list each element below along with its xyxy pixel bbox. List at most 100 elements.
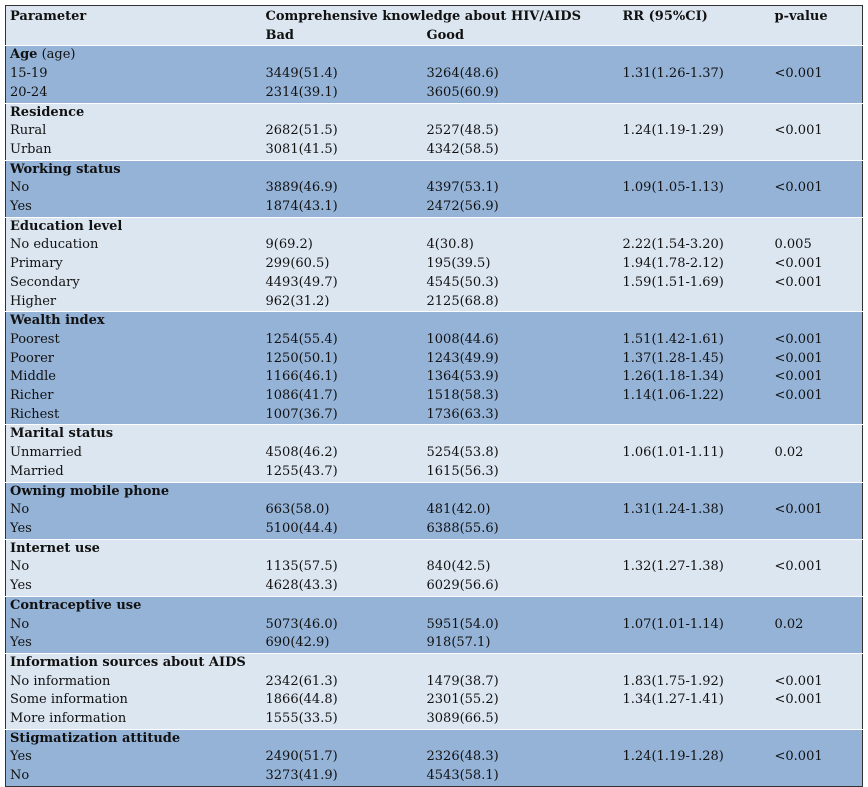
header-parameter: Parameter <box>5 5 262 27</box>
cell-p: <0.001 <box>770 273 863 293</box>
group-title: Information sources about AIDS <box>5 653 262 673</box>
empty-cell <box>618 653 771 673</box>
empty-cell <box>422 729 619 749</box>
table-row: Higher 962(31.2) 2125(68.8) <box>5 292 863 312</box>
cell-bad: 5100(44.4) <box>261 519 423 540</box>
cell-good: 4545(50.3) <box>422 273 619 293</box>
group-title-row: Marital status <box>5 424 863 445</box>
cell-p: 0.02 <box>770 615 863 635</box>
cell-bad: 4628(43.3) <box>261 577 423 597</box>
cell-good: 1243(49.9) <box>422 349 619 369</box>
cell-rr <box>618 634 771 654</box>
cell-rr <box>618 405 771 425</box>
cell-good: 2472(56.9) <box>422 198 619 218</box>
cell-bad: 2342(61.3) <box>261 672 423 692</box>
table-row: Richer 1086(41.7) 1518(58.3) 1.14(1.06-1.22… <box>5 387 863 406</box>
cell-label: Richer <box>5 387 262 406</box>
table-row: Urban 3081(41.5) 4342(58.5) <box>5 140 863 161</box>
cell-bad: 1007(36.7) <box>261 405 423 425</box>
empty-cell <box>422 103 619 123</box>
empty-cell <box>422 160 619 180</box>
group-title-text: Contraceptive use <box>10 597 142 613</box>
table-row: Secondary 4493(49.7) 4545(50.3) 1.59(1.51-1… <box>5 273 863 293</box>
table-row: Yes 5100(44.4) 6388(55.6) <box>5 519 863 540</box>
cell-rr: 1.59(1.51-1.69) <box>618 273 771 293</box>
header-good: Good <box>422 26 619 46</box>
group-title-text: Owning mobile phone <box>10 483 170 499</box>
empty-cell <box>770 45 863 66</box>
cell-p <box>770 519 863 540</box>
cell-label: Urban <box>5 140 262 161</box>
cell-rr: 1.37(1.28-1.45) <box>618 349 771 369</box>
cell-good: 1518(58.3) <box>422 387 619 406</box>
cell-label: Secondary <box>5 273 262 293</box>
group-title: Wealth index <box>5 311 262 331</box>
cell-rr <box>618 198 771 218</box>
cell-label: No <box>5 558 262 578</box>
cell-label: Yes <box>5 634 262 654</box>
cell-label: Unmarried <box>5 444 262 463</box>
empty-cell <box>770 596 863 616</box>
cell-p <box>770 634 863 654</box>
header-row-2: Bad Good <box>5 26 863 46</box>
cell-bad: 1874(43.1) <box>261 198 423 218</box>
cell-rr <box>618 140 771 161</box>
cell-bad: 1555(33.5) <box>261 710 423 730</box>
empty-cell <box>261 482 423 502</box>
cell-label: No <box>5 615 262 635</box>
table-row: 20-24 2314(39.1) 3605(60.9) <box>5 83 863 104</box>
table-row: Some information 1866(44.8) 2301(55.2) 1.34… <box>5 691 863 711</box>
cell-bad: 299(60.5) <box>261 255 423 274</box>
cell-label: Higher <box>5 292 262 312</box>
cell-label: Primary <box>5 255 262 274</box>
empty-cell <box>618 729 771 749</box>
group-3: Education level No education 9(69.2) 4(30.8… <box>5 217 863 312</box>
table-row: Yes 690(42.9) 918(57.1) <box>5 634 863 654</box>
cell-p <box>770 198 863 218</box>
cell-good: 481(42.0) <box>422 501 619 520</box>
cell-rr: 1.34(1.27-1.41) <box>618 691 771 711</box>
cell-good: 1008(44.6) <box>422 330 619 350</box>
group-title-row: Wealth index <box>5 311 863 331</box>
cell-rr: 1.07(1.01-1.14) <box>618 615 771 635</box>
empty-cell <box>422 311 619 331</box>
empty-cell <box>618 539 771 559</box>
cell-rr: 1.26(1.18-1.34) <box>618 368 771 388</box>
table-row: More information 1555(33.5) 3089(66.5) <box>5 710 863 730</box>
group-title: Internet use <box>5 539 262 559</box>
cell-rr <box>618 519 771 540</box>
table-row: Unmarried 4508(46.2) 5254(53.8) 1.06(1.01-1… <box>5 444 863 463</box>
cell-good: 1479(38.7) <box>422 672 619 692</box>
group-title: Age (age) <box>5 45 262 66</box>
cell-rr <box>618 577 771 597</box>
group-title-text: Working status <box>10 161 121 177</box>
empty-cell <box>618 424 771 445</box>
cell-p: <0.001 <box>770 558 863 578</box>
cell-p <box>770 710 863 730</box>
table-row: No 1135(57.5) 840(42.5) 1.32(1.27-1.38) <0.0… <box>5 558 863 578</box>
cell-rr: 2.22(1.54-3.20) <box>618 236 771 256</box>
cell-p <box>770 767 863 787</box>
empty-cell <box>261 596 423 616</box>
cell-good: 4543(58.1) <box>422 767 619 787</box>
cell-bad: 1250(50.1) <box>261 349 423 369</box>
empty-cell <box>422 45 619 66</box>
group-title-row: Education level <box>5 217 863 237</box>
header-knowledge: Comprehensive knowledge about HIV/AIDS <box>261 5 619 27</box>
cell-rr: 1.31(1.26-1.37) <box>618 65 771 84</box>
empty-cell <box>618 596 771 616</box>
empty-cell <box>618 45 771 66</box>
group-title-row: Information sources about AIDS <box>5 653 863 673</box>
empty-cell <box>618 160 771 180</box>
cell-good: 918(57.1) <box>422 634 619 654</box>
cell-p: <0.001 <box>770 122 863 141</box>
cell-label: No education <box>5 236 262 256</box>
empty-cell <box>770 424 863 445</box>
cell-bad: 5073(46.0) <box>261 615 423 635</box>
cell-bad: 3081(41.5) <box>261 140 423 161</box>
cell-p: <0.001 <box>770 501 863 520</box>
cell-label: More information <box>5 710 262 730</box>
cell-rr <box>618 292 771 312</box>
cell-bad: 1135(57.5) <box>261 558 423 578</box>
cell-good: 4(30.8) <box>422 236 619 256</box>
